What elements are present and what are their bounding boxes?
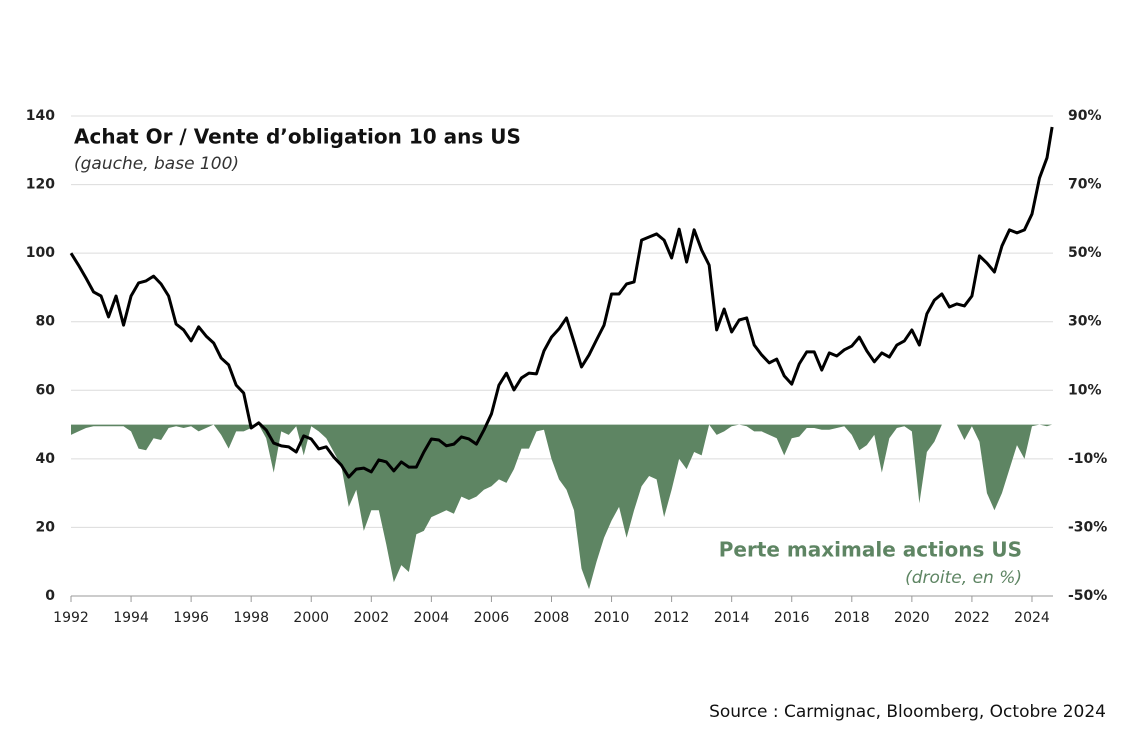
x-tick-label: 2020 [894,610,930,626]
y-tick-label: 60 [36,382,56,398]
y-tick-label: 80 [36,314,56,330]
line [69,126,1054,479]
x-tick-label: 1998 [233,610,269,626]
x-tick-label: 1992 [53,610,89,626]
x-tick-label: 2004 [414,610,450,626]
y2-tick-label: 90% [1068,108,1102,124]
chart-title: Achat Or / Vente d’obligation 10 ans US [74,125,521,149]
x-tick-label: 2008 [534,610,570,626]
x-tick-label: 2016 [774,610,810,626]
y2-tick-label: 50% [1068,245,1102,261]
series-label: Perte maximale actions US [719,538,1022,562]
x-tick-label: 1996 [173,610,209,626]
area [71,424,1053,590]
x-tick-label: 2024 [1014,610,1050,626]
x-tick-label: 2022 [954,610,990,626]
y-tick-label: 140 [26,108,55,124]
x-tick-label: 1994 [113,610,149,626]
x-tick-label: 2010 [594,610,630,626]
chart-subtitle: (gauche, base 100) [74,154,239,174]
y2-tick-label: 30% [1068,314,1102,330]
y2-tick-label: 70% [1068,177,1102,193]
y2-tick-label: -50% [1068,588,1107,604]
x-tick-label: 2002 [353,610,389,626]
y2-tick-label: 10% [1068,382,1102,398]
y-tick-label: 20 [36,519,56,535]
x-tick-label: 2014 [714,610,750,626]
x-tick-label: 2000 [293,610,329,626]
source: Source : Carmignac, Bloomberg, Octobre 2… [709,702,1106,722]
x-tick-label: 2006 [474,610,510,626]
x-tick-label: 2018 [834,610,870,626]
y-tick-label: 40 [36,451,56,467]
x-tick-label: 2012 [654,610,690,626]
y2-tick-label: -30% [1068,519,1107,535]
y2-tick-label: -10% [1068,451,1107,467]
y-tick-label: 100 [26,245,55,261]
y-tick-label: 0 [45,588,55,604]
y-tick-label: 120 [26,177,55,193]
annotation: (droite, en %) [905,568,1022,588]
